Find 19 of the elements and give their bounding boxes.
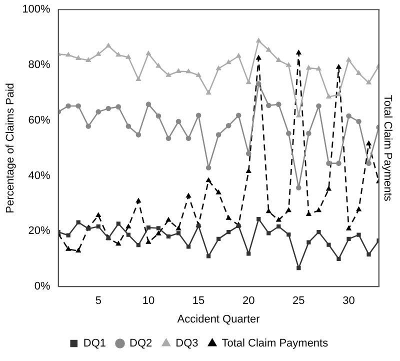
legend-label: Total Claim Payments	[222, 338, 329, 350]
x-tick-label: 30	[342, 295, 355, 308]
y2-axis-title: Total Claim Payments	[381, 94, 394, 202]
legend-label: DQ2	[130, 338, 152, 350]
y-tick-label: 20%	[28, 225, 51, 238]
x-tick-label: 5	[95, 295, 102, 308]
x-tick-label: 25	[292, 295, 305, 308]
x-axis-title: Accident Quarter	[177, 313, 260, 326]
y-tick-label: 60%	[28, 114, 51, 126]
y-axis-title: Percentage of Claims Paid	[4, 82, 17, 214]
y-tick-label: 40%	[28, 170, 51, 182]
x-tick-label: 10	[142, 295, 155, 308]
x-tick-label: 15	[192, 295, 205, 308]
legend-label: DQ3	[176, 338, 198, 350]
y-tick-label: 0%	[34, 280, 51, 293]
x-tick-label: 20	[242, 295, 255, 308]
y-tick-label: 80%	[28, 59, 51, 72]
y-tick-label: 100%	[22, 4, 51, 16]
legend-label: DQ1	[83, 338, 106, 350]
